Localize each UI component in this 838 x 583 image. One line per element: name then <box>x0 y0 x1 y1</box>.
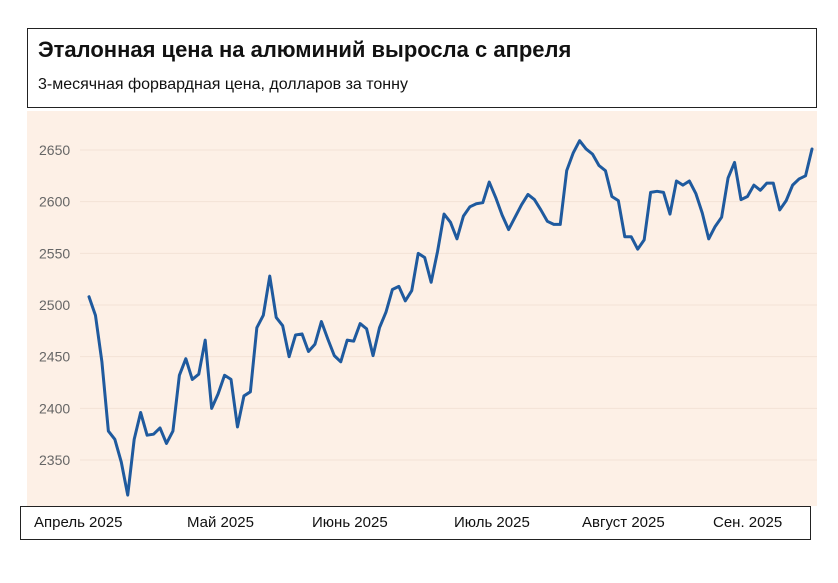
y-tick-label: 2350 <box>39 452 70 468</box>
x-axis: Апрель 2025 Май 2025 Июнь 2025 Июль 2025… <box>20 506 811 540</box>
y-tick-label: 2500 <box>39 297 70 313</box>
x-tick-label: Июнь 2025 <box>312 514 388 531</box>
y-tick-label: 2600 <box>39 194 70 210</box>
x-tick-label: Май 2025 <box>187 514 254 531</box>
chart-subtitle: 3-месячная форвардная цена, долларов за … <box>38 76 408 93</box>
chart-title: Эталонная цена на алюминий выросла с апр… <box>38 37 572 62</box>
y-tick-label: 2650 <box>39 142 70 158</box>
y-axis-ticks: 2350 2400 2450 2500 2550 2600 2650 <box>39 142 70 468</box>
gridlines <box>80 149 817 461</box>
y-tick-label: 2550 <box>39 245 70 261</box>
series-layer <box>87 139 814 497</box>
x-tick-label: Август 2025 <box>582 514 665 531</box>
x-tick-label: Сен. 2025 <box>713 514 783 531</box>
chart-header: Эталонная цена на алюминий выросла с апр… <box>27 28 817 108</box>
series-line <box>87 139 814 497</box>
x-tick-label: Апрель 2025 <box>34 514 123 531</box>
plot-area <box>27 111 817 506</box>
y-tick-label: 2450 <box>39 349 70 365</box>
x-tick-label: Июль 2025 <box>454 514 530 531</box>
y-tick-label: 2400 <box>39 400 70 416</box>
